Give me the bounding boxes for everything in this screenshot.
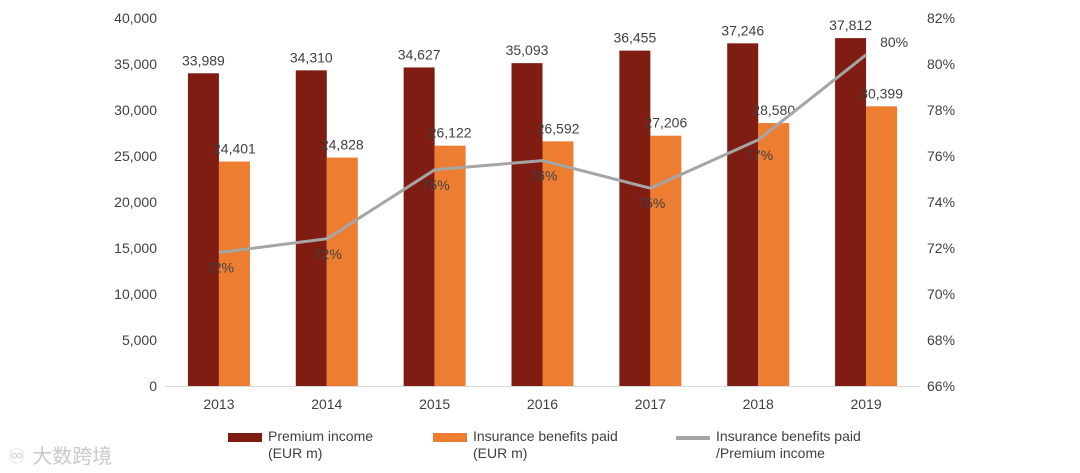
data-label-premium-income: 35,093 — [506, 42, 549, 58]
bar-premium-income — [295, 70, 327, 387]
data-label-ratio: 72% — [314, 246, 342, 262]
y-right-tick-label: 78% — [927, 102, 955, 118]
y-left-tick-label: 35,000 — [114, 56, 157, 72]
x-tick-label: 2018 — [743, 396, 774, 412]
y-right-tick-label: 80% — [927, 56, 955, 72]
bar-premium-income — [403, 67, 435, 386]
y-right-tick-label: 66% — [927, 378, 955, 394]
watermark-icon: ♾ — [8, 444, 26, 468]
legend-label-line: Premium income — [268, 428, 374, 444]
legend-label-line: (EUR m) — [473, 445, 528, 461]
y-left-tick-label: 0 — [149, 378, 157, 394]
data-label-ratio: 77% — [745, 147, 773, 163]
data-label-ratio: 80% — [880, 34, 908, 50]
y-right-tick-label: 74% — [927, 194, 955, 210]
y-left-tick-label: 40,000 — [114, 10, 157, 26]
data-label-ratio: 76% — [529, 168, 557, 184]
bar-premium-income — [619, 50, 651, 386]
legend-label-line: Insurance benefits paid — [473, 428, 618, 444]
y-left-tick-label: 5,000 — [122, 332, 157, 348]
x-tick-label: 2014 — [311, 396, 342, 412]
x-tick-label: 2017 — [635, 396, 666, 412]
legend-label-line: /Premium income — [716, 445, 825, 461]
bar-premium-income — [511, 63, 543, 386]
legend-label-premium-income: Premium income (EUR m) — [268, 428, 373, 462]
x-tick-label: 2019 — [850, 396, 881, 412]
bar-premium-income — [727, 43, 759, 387]
legend-label-insurance-benefits: Insurance benefits paid (EUR m) — [473, 428, 618, 462]
data-label-insurance-benefits: 28,580 — [752, 102, 795, 118]
data-label-premium-income: 37,246 — [721, 22, 764, 38]
data-label-insurance-benefits: 30,399 — [860, 85, 903, 101]
data-label-ratio: 75% — [422, 177, 450, 193]
line-ratio — [218, 53, 868, 255]
data-label-insurance-benefits: 26,122 — [429, 125, 472, 141]
data-label-ratio: 75% — [637, 195, 665, 211]
watermark: ♾ 大数跨境 — [8, 440, 112, 469]
bar-insurance-benefits — [542, 141, 574, 386]
data-label-insurance-benefits: 24,401 — [213, 141, 256, 157]
bar-insurance-benefits — [650, 135, 682, 386]
y-left-tick-label: 15,000 — [114, 240, 157, 256]
y-left-tick-label: 20,000 — [114, 194, 157, 210]
bar-premium-income — [187, 73, 219, 386]
data-label-premium-income: 36,455 — [613, 30, 656, 46]
bar-premium-income — [835, 38, 867, 386]
data-label-insurance-benefits: 27,206 — [644, 115, 687, 131]
x-tick-label: 2015 — [419, 396, 450, 412]
bar-insurance-benefits — [326, 157, 358, 386]
y-right-tick-label: 70% — [927, 286, 955, 302]
y-left-tick-label: 25,000 — [114, 148, 157, 164]
data-label-premium-income: 34,310 — [290, 49, 333, 65]
bar-insurance-benefits — [218, 161, 250, 386]
data-label-premium-income: 37,812 — [829, 17, 872, 33]
x-tick-label: 2013 — [203, 396, 234, 412]
y-right-tick-label: 72% — [927, 240, 955, 256]
legend-swatch-insurance-benefits — [433, 433, 467, 442]
y-left-tick-label: 10,000 — [114, 286, 157, 302]
bar-insurance-benefits — [866, 106, 898, 387]
data-label-premium-income: 33,989 — [182, 52, 225, 68]
bar-insurance-benefits — [434, 145, 466, 386]
x-tick-label: 2016 — [527, 396, 558, 412]
legend-label-line: (EUR m) — [268, 445, 323, 461]
data-label-insurance-benefits: 26,592 — [537, 120, 580, 136]
data-label-premium-income: 34,627 — [398, 46, 441, 62]
y-right-tick-label: 76% — [927, 148, 955, 164]
legend-label-ratio: Insurance benefits paid /Premium income — [716, 428, 861, 462]
y-right-tick-label: 82% — [927, 10, 955, 26]
data-label-insurance-benefits: 24,828 — [321, 137, 364, 153]
legend-line-ratio — [676, 436, 710, 440]
data-label-ratio: 72% — [206, 260, 234, 276]
legend-label-line: Insurance benefits paid — [716, 428, 861, 444]
y-left-tick-label: 30,000 — [114, 102, 157, 118]
bar-insurance-benefits — [758, 123, 790, 387]
legend-swatch-premium-income — [228, 433, 262, 442]
watermark-text: 大数跨境 — [32, 444, 113, 468]
y-right-tick-label: 68% — [927, 332, 955, 348]
